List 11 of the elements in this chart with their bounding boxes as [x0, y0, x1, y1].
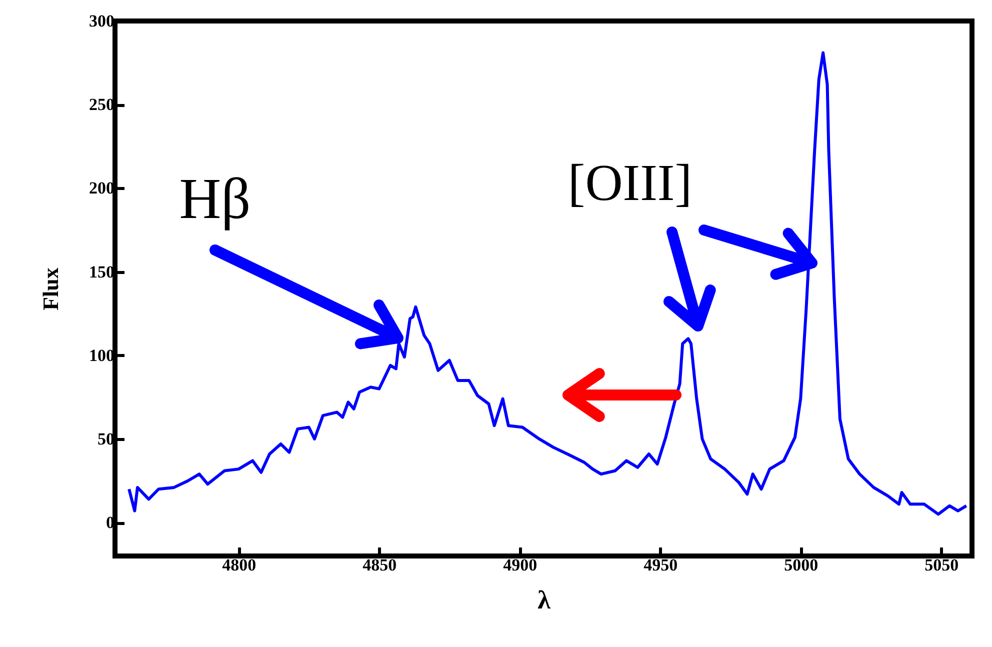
x-tick-label: 5000: [784, 556, 818, 574]
annotation: Hβ: [179, 166, 251, 231]
x-tick-label: 4900: [503, 556, 538, 574]
x-tick-label: 4950: [644, 556, 678, 574]
x-tick-label: 5050: [924, 556, 959, 574]
annotation: [OIII]: [568, 155, 692, 212]
x-axis-title: λ: [538, 586, 551, 614]
y-axis-title: Flux: [38, 268, 63, 310]
x-tick-label: 4800: [222, 556, 256, 574]
line-series: [128, 51, 968, 516]
x-tick-label: 4850: [362, 556, 397, 574]
